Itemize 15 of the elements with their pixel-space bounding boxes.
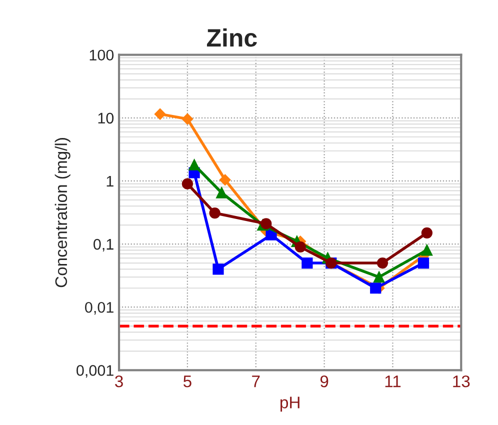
x-tick-label: 5 — [183, 376, 192, 388]
y-axis-title: Concentration (mg/l) — [54, 138, 70, 288]
y-tick-label: 1 — [106, 176, 114, 186]
x-tick-label: 3 — [115, 375, 123, 388]
y-tick-label: 100 — [90, 50, 114, 61]
x-tick-label: 13 — [453, 375, 470, 388]
x-tick-label: 9 — [320, 375, 328, 388]
x-tick-label: 11 — [385, 376, 401, 388]
y-tick-label: 0,1 — [94, 238, 114, 252]
x-axis-title: pH — [280, 396, 300, 412]
chart-title: Zinc — [206, 28, 257, 47]
y-tick-label: 10 — [98, 112, 114, 124]
x-tick-label: 7 — [252, 376, 260, 388]
y-tick-label: 0,001 — [76, 365, 114, 378]
y-tick-label: 0,01 — [85, 302, 114, 315]
